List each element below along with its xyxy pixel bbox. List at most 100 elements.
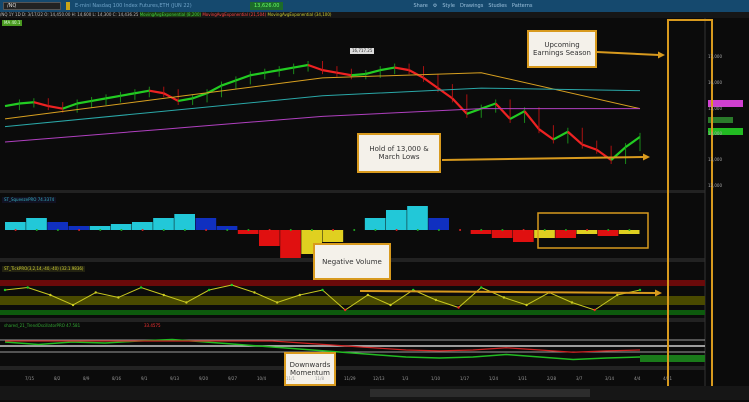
link-icon[interactable] (66, 2, 70, 10)
settings-gear-icon[interactable]: ⚙ (432, 3, 438, 9)
squeeze-bar (216, 226, 238, 230)
price-tick: 17,000 (708, 54, 722, 60)
date-tick: 3/7 (576, 376, 583, 381)
squeeze-dot (35, 229, 38, 231)
price-segment (451, 97, 468, 115)
price-segment (552, 130, 569, 141)
squeeze-bar (153, 218, 174, 230)
squeeze-bar (618, 230, 640, 234)
squeeze-bar (555, 230, 576, 238)
tick-point (230, 283, 233, 287)
price-segment (322, 69, 338, 74)
squeeze-dot (205, 229, 208, 231)
trend-value-tag (640, 355, 705, 362)
squeeze-bar (470, 230, 492, 234)
study-label: MovingAvgExponential (21,504) (202, 12, 267, 17)
date-tick: 11/29 (344, 376, 356, 381)
squeeze-dot (628, 229, 631, 231)
date-tick: 4/4 (634, 376, 641, 381)
moving-average-line (4, 108, 640, 143)
price-segment (509, 110, 526, 120)
tick-point (117, 296, 120, 299)
price-segment (380, 66, 395, 72)
price-segment (206, 84, 222, 95)
overbought-band (0, 280, 705, 286)
squeeze-dot (14, 229, 17, 231)
tick-point (162, 293, 165, 297)
trend-value: 33.4575 (144, 323, 161, 328)
volume-arrow-head (655, 289, 662, 297)
price-segment (4, 102, 20, 108)
tick-point (434, 298, 438, 302)
tick-point (49, 293, 52, 297)
studies-button[interactable]: Studies (488, 3, 507, 9)
scrollbar-thumb[interactable] (370, 389, 590, 397)
squeeze-dot (247, 229, 250, 231)
squeeze-bar (26, 218, 47, 230)
volume-arrow (359, 290, 657, 294)
style-button[interactable]: Style (442, 3, 455, 9)
tick-point (207, 288, 211, 292)
date-tick: 7/15 (25, 376, 34, 381)
tick-point (457, 306, 460, 309)
squeeze-dot (374, 229, 377, 231)
tick-point (570, 301, 574, 304)
tick-point (366, 293, 370, 297)
hold-arrow-head (643, 153, 650, 161)
date-tick: 11/8 (315, 376, 324, 381)
squeeze-dot (586, 229, 589, 231)
squeeze-bar (576, 230, 598, 234)
symbol-input[interactable]: /NQ (3, 2, 61, 10)
price-tag: 16,717.25 (350, 48, 375, 54)
trend-signal-line (5, 340, 641, 353)
patterns-button[interactable]: Patterns (511, 3, 533, 9)
price-segment (105, 94, 121, 100)
price-segment (293, 63, 309, 69)
tick-point (185, 301, 188, 304)
date-tick: 8/2 (54, 376, 61, 381)
tick-point (638, 288, 642, 292)
price-segment (149, 89, 164, 95)
tick-point (94, 291, 97, 294)
squeeze-bar (386, 210, 407, 230)
date-tick: 9/20 (199, 376, 208, 381)
squeeze-bar (132, 222, 153, 230)
squeeze-dot (437, 229, 440, 231)
squeeze-bar (597, 230, 619, 236)
price-segment (221, 79, 237, 87)
date-tick: 9/13 (170, 376, 179, 381)
squeeze-bar (110, 224, 132, 230)
pane-divider (0, 318, 705, 322)
squeeze-bar (47, 222, 68, 230)
moving-average-line (4, 72, 641, 120)
date-tick: 9/27 (228, 376, 237, 381)
price-segment (279, 66, 294, 72)
price-tick: 12,000 (708, 182, 722, 188)
tick-point (389, 303, 392, 307)
instrument-title: E-mini Nasdaq 100 Index Futures,ETH (JUN… (75, 3, 192, 9)
share-button[interactable]: Share (413, 3, 428, 9)
tick-point (343, 308, 347, 312)
price-segment (264, 69, 280, 74)
price-segment (538, 128, 555, 141)
squeeze-bar (428, 218, 449, 230)
price-segment (422, 76, 439, 90)
status-bar: /NQ 1Y 1D D: 3/17/22 O: 14,450.00 H: 14,… (0, 12, 749, 18)
squeeze-bar (407, 206, 428, 230)
price-tick: 14,000 (708, 131, 722, 137)
volume-note: Negative Volume (313, 243, 391, 280)
study-label: MovingAvgExponential (34,100) (267, 12, 332, 17)
date-tick: 1/10 (431, 376, 440, 381)
date-tick: 2/28 (547, 376, 556, 381)
price-segment (408, 69, 425, 79)
ma-price-tag (708, 117, 733, 123)
trend-label: shared_21_TrendOscillatorPRO 47.581 (4, 323, 81, 328)
earnings-arrow (596, 51, 660, 56)
tick-point (71, 303, 75, 307)
drawings-button[interactable]: Drawings (459, 3, 484, 9)
hold-note: Hold of 13,000 & March Lows (357, 133, 441, 173)
date-tick: 10/4 (257, 376, 266, 381)
tick-point (253, 291, 256, 294)
squeeze-dot (564, 229, 567, 231)
